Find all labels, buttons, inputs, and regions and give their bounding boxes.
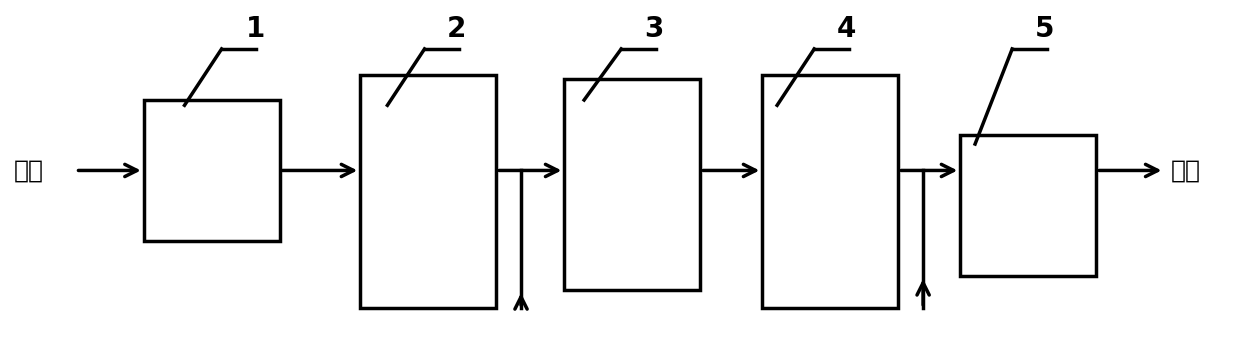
Bar — [360, 75, 496, 308]
Text: 4: 4 — [837, 16, 856, 43]
Bar — [564, 79, 701, 290]
Text: 1: 1 — [246, 16, 264, 43]
Bar — [763, 75, 898, 308]
Text: 3: 3 — [644, 16, 663, 43]
Text: 图像: 图像 — [14, 158, 43, 182]
Bar — [960, 135, 1096, 276]
Text: 5: 5 — [1034, 16, 1054, 43]
Text: 图像: 图像 — [1171, 158, 1200, 182]
Text: 2: 2 — [446, 16, 466, 43]
Bar — [144, 100, 280, 241]
